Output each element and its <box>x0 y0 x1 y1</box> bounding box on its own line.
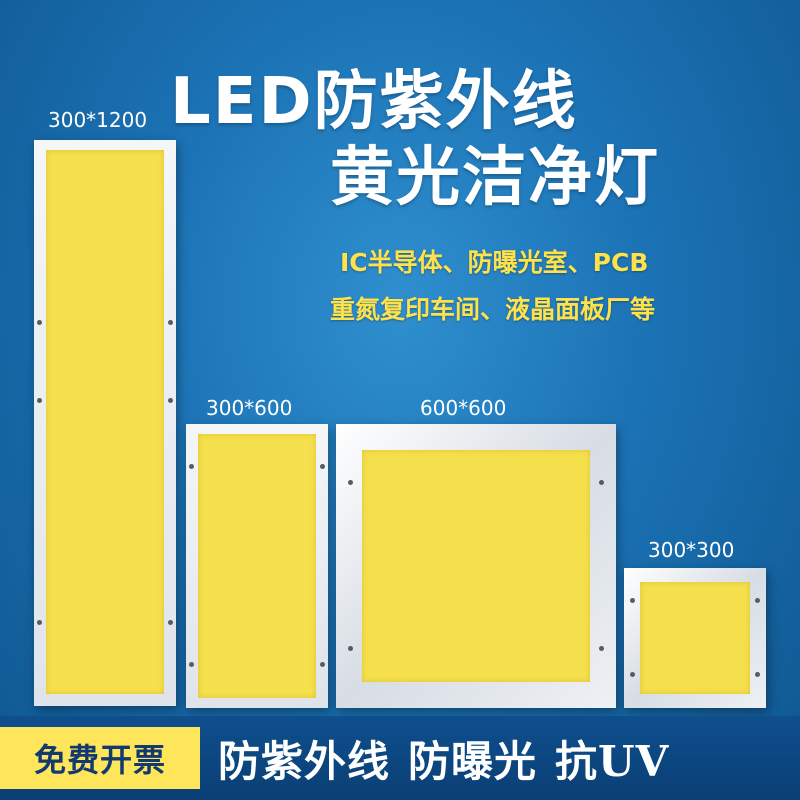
title-line-1: LED防紫外线 <box>170 65 578 139</box>
size-label-600x600: 600*600 <box>420 396 507 420</box>
screw-hole <box>755 672 760 677</box>
panel-light-surface <box>640 582 750 694</box>
feature-anti-exposure: 防曝光 <box>408 736 538 786</box>
size-label-300x300: 300*300 <box>648 538 735 562</box>
application-line-1: IC半导体、防曝光室、PCB <box>340 248 649 277</box>
screw-hole <box>630 598 635 603</box>
screw-hole <box>599 480 604 485</box>
feature-anti-uv-rays: 防紫外线 <box>218 736 391 786</box>
free-invoice-badge: 免费开票 <box>0 727 200 789</box>
led-panel-300x1200 <box>34 140 176 706</box>
screw-hole <box>168 620 173 625</box>
screw-hole <box>320 464 325 469</box>
led-panel-300x300 <box>624 568 766 708</box>
panel-light-surface <box>46 150 164 694</box>
size-label-300x600: 300*600 <box>206 396 293 420</box>
screw-hole <box>599 646 604 651</box>
feature-uv-resistant: 抗UV <box>555 736 670 786</box>
screw-hole <box>189 464 194 469</box>
title-line-2: 黄光洁净灯 <box>330 141 660 215</box>
panel-light-surface <box>198 434 316 698</box>
screw-hole <box>348 480 353 485</box>
application-line-2: 重氮复印车间、液晶面板厂等 <box>330 295 656 324</box>
led-panel-300x600 <box>186 424 328 708</box>
screw-hole <box>348 646 353 651</box>
screw-hole <box>37 620 42 625</box>
feature-list: 防紫外线 防曝光 抗UV <box>218 727 687 789</box>
screw-hole <box>320 662 325 667</box>
screw-hole <box>630 672 635 677</box>
screw-hole <box>37 320 42 325</box>
panel-light-surface <box>362 450 590 682</box>
screw-hole <box>168 320 173 325</box>
led-panel-600x600 <box>336 424 616 708</box>
screw-hole <box>189 662 194 667</box>
screw-hole <box>755 598 760 603</box>
screw-hole <box>168 398 173 403</box>
size-label-300x1200: 300*1200 <box>48 108 148 132</box>
screw-hole <box>37 398 42 403</box>
